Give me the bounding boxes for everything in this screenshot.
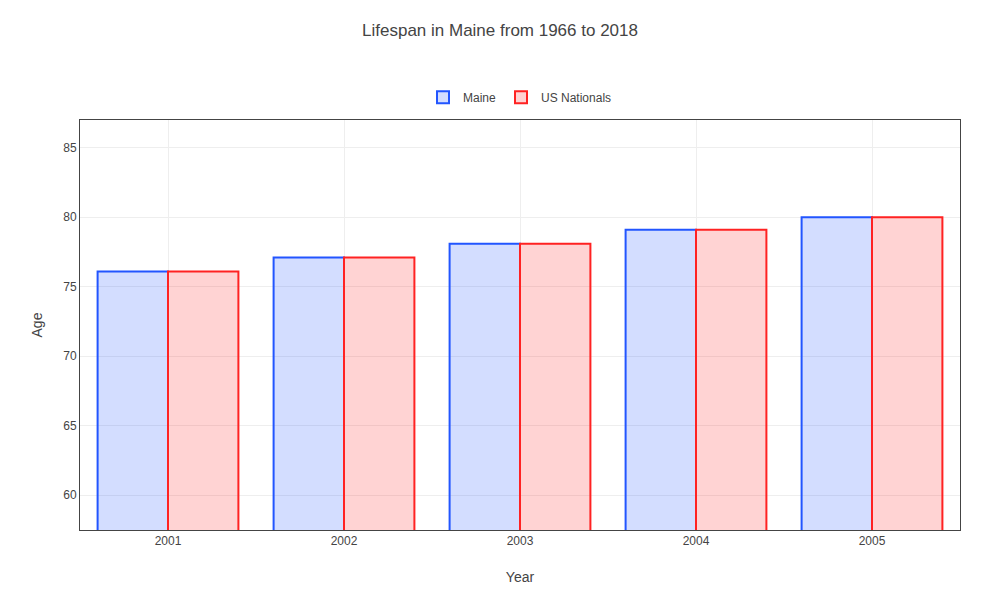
svg-text:2004: 2004 (683, 534, 710, 548)
svg-text:80: 80 (63, 210, 77, 224)
svg-text:70: 70 (63, 349, 77, 363)
svg-text:2002: 2002 (331, 534, 358, 548)
svg-text:Year: Year (506, 569, 535, 585)
svg-text:2001: 2001 (155, 534, 182, 548)
svg-text:65: 65 (63, 419, 77, 433)
svg-text:Age: Age (29, 312, 45, 337)
svg-text:2003: 2003 (507, 534, 534, 548)
svg-text:2005: 2005 (859, 534, 886, 548)
svg-text:US Nationals: US Nationals (541, 91, 611, 105)
svg-text:Lifespan in Maine from 1966 to: Lifespan in Maine from 1966 to 2018 (362, 21, 638, 40)
svg-text:75: 75 (63, 280, 77, 294)
svg-text:60: 60 (63, 488, 77, 502)
svg-text:Maine: Maine (463, 91, 496, 105)
svg-text:85: 85 (63, 141, 77, 155)
